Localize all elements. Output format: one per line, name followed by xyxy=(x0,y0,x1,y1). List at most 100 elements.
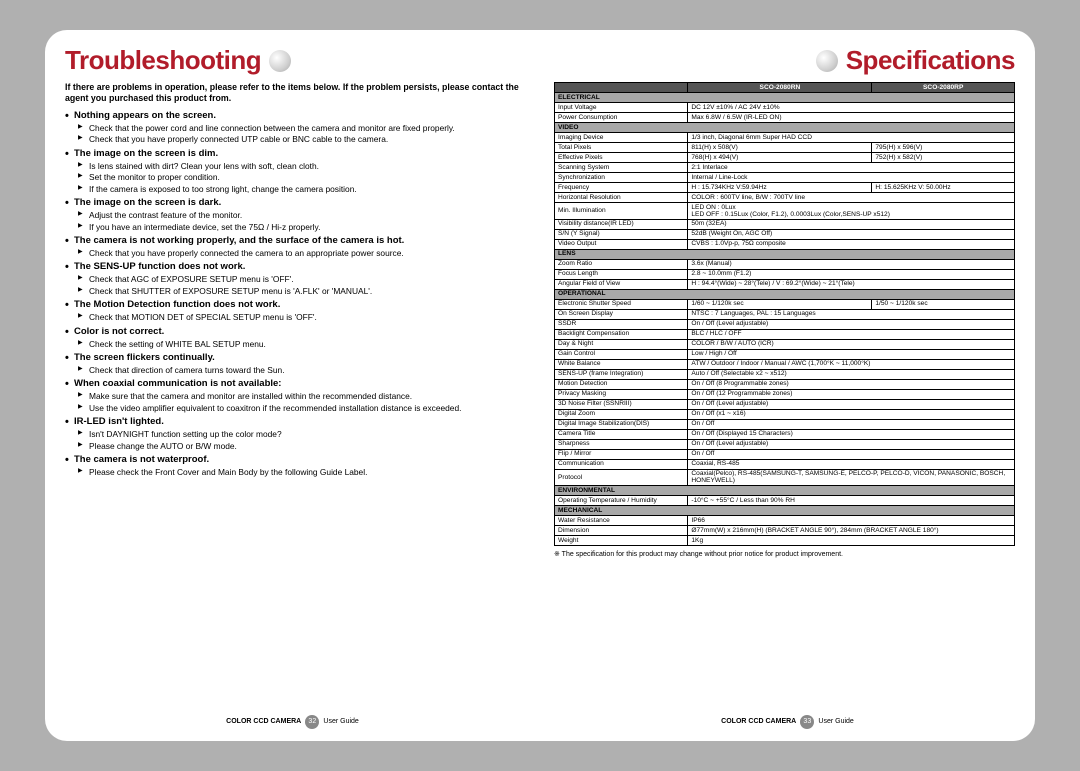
spec-cell: ENVIRONMENTAL xyxy=(555,486,1015,496)
spec-cell: 1/3 inch, Diagonal 6mm Super HAD CCD xyxy=(688,133,1015,143)
spec-row: Power ConsumptionMax 6.8W / 6.5W (IR-LED… xyxy=(555,113,1015,123)
spec-row: On Screen DisplayNTSC : 7 Languages, PAL… xyxy=(555,309,1015,319)
spec-cell: On / Off xyxy=(688,419,1015,429)
spec-table: SCO-2080RNSCO-2080RPELECTRICALInput Volt… xyxy=(554,82,1015,546)
spec-row: ProtocolCoaxial(Pelco), RS-485(SAMSUNG-T… xyxy=(555,469,1015,486)
spec-cell: Communication xyxy=(555,459,688,469)
spec-cell: 1/50 ~ 1/120k sec xyxy=(872,299,1015,309)
troubleshoot-heading: The SENS-UP function does not work. xyxy=(65,261,526,273)
spec-cell: Synchronization xyxy=(555,173,688,183)
spec-cell: -10°C ~ +55°C / Less than 90% RH xyxy=(688,496,1015,506)
spec-row: White BalanceATW / Outdoor / Indoor / Ma… xyxy=(555,359,1015,369)
spec-cell: ELECTRICAL xyxy=(555,93,1015,103)
spec-row: Digital ZoomOn / Off (x1 ~ x16) xyxy=(555,409,1015,419)
spec-row: S/N (Y Signal)52dB (Weight On, AGC Off) xyxy=(555,229,1015,239)
troubleshoot-group: The camera is not waterproof.Please chec… xyxy=(65,454,526,477)
spec-row: FrequencyH : 15.734KHz V:59.94HzH: 15.62… xyxy=(555,183,1015,193)
spec-row: Privacy MaskingOn / Off (12 Programmable… xyxy=(555,389,1015,399)
spec-cell: Digital Zoom xyxy=(555,409,688,419)
troubleshoot-item: Check the setting of WHITE BAL SETUP men… xyxy=(65,339,526,350)
spec-cell: Ø77mm(W) x 216mm(H) (BRACKET ANGLE 90°),… xyxy=(688,526,1015,536)
spec-cell: H : 15.734KHz V:59.94Hz xyxy=(688,183,872,193)
troubleshoot-group: The Motion Detection function does not w… xyxy=(65,299,526,322)
spec-cell: Protocol xyxy=(555,469,688,486)
spec-cell: Coaxial(Pelco), RS-485(SAMSUNG-T, SAMSUN… xyxy=(688,469,1015,486)
spec-cell: LED ON : 0Lux LED OFF : 0.15Lux (Color, … xyxy=(688,203,1015,220)
spec-cell: Electronic Shutter Speed xyxy=(555,299,688,309)
spec-cell: Scanning System xyxy=(555,163,688,173)
troubleshoot-item: Check that you have properly connected t… xyxy=(65,248,526,259)
troubleshoot-item: Make sure that the camera and monitor ar… xyxy=(65,391,526,402)
spec-cell: 2.8 ~ 10.0mm (F1.2) xyxy=(688,269,1015,279)
spec-cell: On Screen Display xyxy=(555,309,688,319)
spec-cell: Low / High / Off xyxy=(688,349,1015,359)
troubleshoot-item: If you have an intermediate device, set … xyxy=(65,222,526,233)
spec-cell: 1/60 ~ 1/120k sec xyxy=(688,299,872,309)
spec-cell: Operating Temperature / Humidity xyxy=(555,496,688,506)
spec-row: Effective Pixels768(H) x 494(V)752(H) x … xyxy=(555,153,1015,163)
spec-row: Video OutputCVBS : 1.0Vp-p, 75Ω composit… xyxy=(555,239,1015,249)
spec-row: Focus Length2.8 ~ 10.0mm (F1.2) xyxy=(555,269,1015,279)
troubleshoot-group: Nothing appears on the screen.Check that… xyxy=(65,110,526,145)
spec-cell: On / Off (Level adjustable) xyxy=(688,319,1015,329)
troubleshoot-item: Is lens stained with dirt? Clean your le… xyxy=(65,161,526,172)
spec-cell: Sharpness xyxy=(555,439,688,449)
spec-cell: SENS-UP (frame Integration) xyxy=(555,369,688,379)
spec-cell: BLC / HLC / OFF xyxy=(688,329,1015,339)
footer-page-number: 32 xyxy=(305,715,319,729)
spec-row: Weight1Kg xyxy=(555,536,1015,546)
spec-row: Water ResistanceIP66 xyxy=(555,516,1015,526)
spec-cell: Camera Title xyxy=(555,429,688,439)
troubleshoot-group: The camera is not working properly, and … xyxy=(65,235,526,258)
spec-cell: On / Off (Displayed 15 Characters) xyxy=(688,429,1015,439)
spec-cell: Weight xyxy=(555,536,688,546)
spec-row: Operating Temperature / Humidity-10°C ~ … xyxy=(555,496,1015,506)
spec-cell: CVBS : 1.0Vp-p, 75Ω composite xyxy=(688,239,1015,249)
spec-row: Camera TitleOn / Off (Displayed 15 Chara… xyxy=(555,429,1015,439)
spec-cell: Internal / Line-Lock xyxy=(688,173,1015,183)
spec-cell: H: 15.625KHz V: 50.00Hz xyxy=(872,183,1015,193)
spec-row: Zoom Ratio3.6x (Manual) xyxy=(555,259,1015,269)
spec-row: DimensionØ77mm(W) x 216mm(H) (BRACKET AN… xyxy=(555,526,1015,536)
spec-cell: Water Resistance xyxy=(555,516,688,526)
troubleshoot-item: Check that AGC of EXPOSURE SETUP menu is… xyxy=(65,274,526,285)
troubleshoot-heading: The screen flickers continually. xyxy=(65,352,526,364)
spec-cell: Angular Field of View xyxy=(555,279,688,289)
spec-row: Angular Field of ViewH : 94.4°(Wide) ~ 2… xyxy=(555,279,1015,289)
troubleshoot-group: IR-LED isn't lighted.Isn't DAYNIGHT func… xyxy=(65,416,526,451)
spec-cell: DC 12V ±10% / AC 24V ±10% xyxy=(688,103,1015,113)
spec-row: Backlight CompensationBLC / HLC / OFF xyxy=(555,329,1015,339)
spec-cell: Total Pixels xyxy=(555,143,688,153)
footer-post: User Guide xyxy=(818,718,853,725)
spec-cell: On / Off (Level adjustable) xyxy=(688,439,1015,449)
troubleshooting-intro: If there are problems in operation, plea… xyxy=(65,82,526,104)
troubleshoot-heading: IR-LED isn't lighted. xyxy=(65,416,526,428)
troubleshoot-item: Please check the Front Cover and Main Bo… xyxy=(65,467,526,478)
spec-model-row: SCO-2080RNSCO-2080RP xyxy=(555,83,1015,93)
spec-cell: On / Off (8 Programmable zones) xyxy=(688,379,1015,389)
spec-cell: 752(H) x 582(V) xyxy=(872,153,1015,163)
footer-post: User Guide xyxy=(323,718,358,725)
spec-row: SENS-UP (frame Integration)Auto / Off (S… xyxy=(555,369,1015,379)
spec-cell: 768(H) x 494(V) xyxy=(688,153,872,163)
left-header: Troubleshooting xyxy=(65,45,526,76)
spec-row: CommunicationCoaxial, RS-485 xyxy=(555,459,1015,469)
spec-cell: On / Off (x1 ~ x16) xyxy=(688,409,1015,419)
spec-cell: Video Output xyxy=(555,239,688,249)
spec-cell: Flip / Mirror xyxy=(555,449,688,459)
spec-category-row: VIDEO xyxy=(555,123,1015,133)
spec-row: Visibility distance(IR LED)50m (32EA) xyxy=(555,219,1015,229)
troubleshoot-group: The image on the screen is dim.Is lens s… xyxy=(65,148,526,194)
page-left: Troubleshooting If there are problems in… xyxy=(45,30,540,741)
troubleshoot-item: Please change the AUTO or B/W mode. xyxy=(65,441,526,452)
troubleshoot-group: The screen flickers continually.Check th… xyxy=(65,352,526,375)
spec-cell: 50m (32EA) xyxy=(688,219,1015,229)
spec-cell: H : 94.4°(Wide) ~ 28°(Tele) / V : 69.2°(… xyxy=(688,279,1015,289)
header-circle-icon xyxy=(269,50,291,72)
spec-row: SSDROn / Off (Level adjustable) xyxy=(555,319,1015,329)
spec-cell: Effective Pixels xyxy=(555,153,688,163)
spec-cell: On / Off xyxy=(688,449,1015,459)
spec-row: Flip / MirrorOn / Off xyxy=(555,449,1015,459)
spec-cell: Dimension xyxy=(555,526,688,536)
troubleshooting-list: Nothing appears on the screen.Check that… xyxy=(65,110,526,481)
